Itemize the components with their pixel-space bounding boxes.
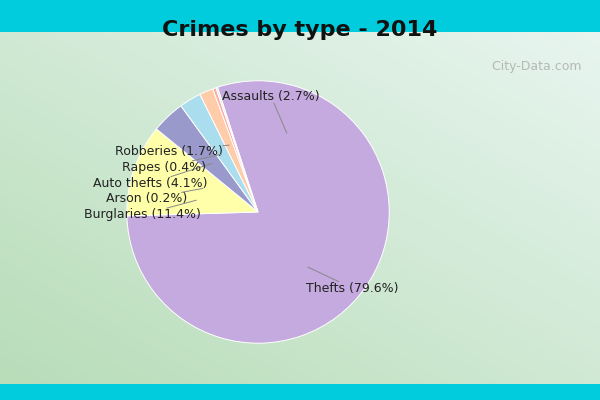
Text: Assaults (2.7%): Assaults (2.7%) <box>223 90 320 133</box>
Wedge shape <box>213 88 258 212</box>
Wedge shape <box>127 81 389 343</box>
Text: Burglaries (11.4%): Burglaries (11.4%) <box>84 200 201 221</box>
Text: Auto thefts (4.1%): Auto thefts (4.1%) <box>93 164 212 190</box>
Text: Arson (0.2%): Arson (0.2%) <box>106 188 203 205</box>
Text: City-Data.com: City-Data.com <box>488 60 582 73</box>
Text: Crimes by type - 2014: Crimes by type - 2014 <box>163 20 437 40</box>
Wedge shape <box>200 89 258 212</box>
Text: Robberies (1.7%): Robberies (1.7%) <box>115 145 229 158</box>
Wedge shape <box>181 94 258 212</box>
Text: Rapes (0.4%): Rapes (0.4%) <box>122 154 221 174</box>
Wedge shape <box>157 106 258 212</box>
Text: Thefts (79.6%): Thefts (79.6%) <box>306 267 399 294</box>
Wedge shape <box>216 87 258 212</box>
Wedge shape <box>127 129 258 216</box>
